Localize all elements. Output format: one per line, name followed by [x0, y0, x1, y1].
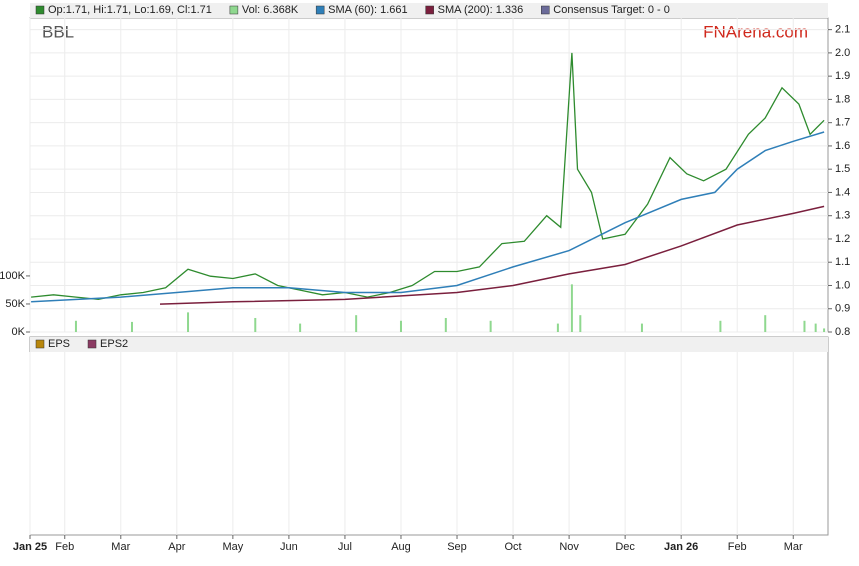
eps-panel — [29, 336, 829, 536]
y-tick-label: 0.8 — [835, 326, 850, 338]
ticker: BBL — [42, 22, 74, 41]
legend-label: SMA (60): 1.661 — [328, 4, 408, 16]
legend-swatch — [87, 339, 97, 349]
y-tick-label: 1.3 — [835, 210, 850, 222]
volume-bar — [640, 323, 643, 332]
y-tick-label: 1.1 — [835, 256, 850, 268]
y2-tick-label: 50K — [5, 298, 25, 310]
volume-bar — [299, 323, 302, 332]
price-panel — [29, 17, 829, 333]
volume-bar — [187, 312, 190, 332]
volume-bar — [130, 321, 133, 332]
volume-bar — [556, 323, 559, 332]
x-tick-label: May — [222, 541, 243, 553]
price-line — [31, 131, 825, 303]
volume-bar — [444, 317, 447, 332]
x-tick-label: Apr — [168, 541, 185, 553]
legend-swatch — [541, 5, 550, 15]
x-tick-label: Oct — [504, 541, 521, 553]
y-tick-label: 2.1 — [835, 24, 850, 36]
y2-tick-label: 100K — [0, 270, 26, 282]
price-line — [31, 52, 825, 301]
volume-bar — [719, 320, 722, 332]
y-tick-label: 1.0 — [835, 279, 850, 291]
price-line — [159, 205, 825, 305]
x-tick-label: Mar — [784, 541, 803, 553]
volume-bar — [570, 284, 573, 332]
x-tick-label: Mar — [111, 541, 130, 553]
legend-label: Consensus Target: 0 - 0 — [553, 4, 670, 16]
x-tick-label: Jan 25 — [13, 541, 47, 553]
y-tick-label: 1.8 — [835, 93, 850, 105]
y-tick-label: 1.9 — [835, 70, 850, 82]
x-tick-label: Sep — [447, 541, 467, 553]
y-tick-label: 1.4 — [835, 186, 850, 198]
y-tick-label: 1.5 — [835, 163, 850, 175]
legend-label: EPS2 — [100, 338, 128, 350]
volume-bar — [74, 320, 77, 332]
legend-swatch — [35, 339, 45, 349]
volume-bar — [803, 320, 806, 332]
y-tick-label: 1.2 — [835, 233, 850, 245]
y-tick-label: 1.7 — [835, 117, 850, 129]
y-tick-label: 1.6 — [835, 140, 850, 152]
y-tick-label: 2.0 — [835, 47, 850, 59]
legend-label: SMA (200): 1.336 — [438, 4, 524, 16]
volume-bar — [814, 323, 817, 332]
legend-swatch — [425, 5, 434, 15]
x-tick-label: Jul — [338, 541, 352, 553]
volume-bar — [254, 317, 257, 332]
y2-tick-label: 0K — [12, 326, 26, 338]
volume-bar — [764, 315, 767, 332]
x-tick-label: Dec — [615, 541, 635, 553]
x-tick-label: Aug — [391, 541, 411, 553]
legend-label: EPS — [48, 338, 70, 350]
legend-label: Vol: 6.368K — [242, 4, 299, 16]
volume-bar — [823, 328, 826, 332]
volume-bar — [579, 315, 582, 332]
y-tick-label: 0.9 — [835, 303, 850, 315]
x-tick-label: Feb — [55, 541, 74, 553]
legend-swatch — [229, 5, 239, 15]
volume-bar — [489, 320, 492, 332]
x-tick-label: Feb — [728, 541, 747, 553]
lower-legend-bar — [30, 337, 828, 352]
brand: FNArena.com — [703, 22, 808, 41]
x-tick-label: Jan 26 — [664, 541, 698, 553]
legend-swatch — [35, 5, 45, 15]
legend-swatch — [315, 5, 325, 15]
x-tick-label: Nov — [559, 541, 579, 553]
x-tick-label: Jun — [280, 541, 298, 553]
volume-bar — [355, 315, 358, 332]
legend-label: Op:1.71, Hi:1.71, Lo:1.69, Cl:1.71 — [48, 4, 212, 16]
volume-bar — [399, 320, 402, 332]
